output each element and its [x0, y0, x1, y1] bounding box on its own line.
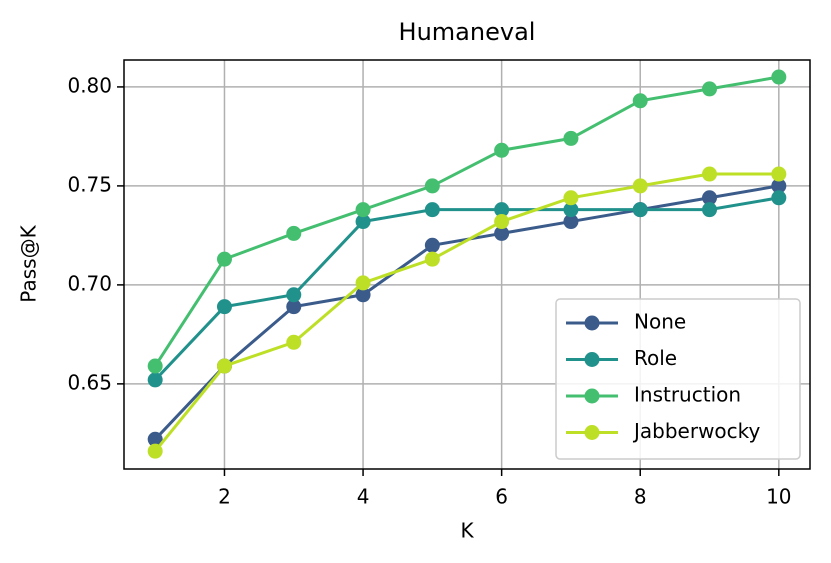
data-point — [216, 299, 232, 315]
data-point — [424, 178, 440, 194]
data-point — [702, 202, 718, 218]
data-point — [355, 202, 371, 218]
x-tick-label: 10 — [766, 485, 791, 509]
data-point — [216, 358, 232, 374]
data-point — [147, 443, 163, 459]
data-point — [147, 372, 163, 388]
data-point — [771, 69, 787, 85]
legend-marker — [584, 352, 600, 367]
legend-label: Instruction — [634, 383, 741, 407]
data-point — [216, 251, 232, 267]
data-point — [494, 142, 510, 158]
chart-title: Humaneval — [399, 18, 536, 46]
data-point — [494, 214, 510, 230]
plot-frame — [123, 59, 811, 470]
data-point — [286, 299, 302, 315]
series-line — [154, 196, 780, 381]
legend-label: None — [634, 310, 686, 334]
y-tick-label: 0.80 — [67, 73, 112, 97]
x-tick-label: 8 — [634, 485, 647, 509]
data-point — [355, 275, 371, 291]
data-point — [563, 190, 579, 206]
data-point — [147, 431, 163, 447]
series-line — [154, 172, 779, 453]
legend-marker — [584, 425, 600, 440]
data-point — [286, 334, 302, 350]
data-point — [424, 202, 440, 218]
data-point — [286, 287, 302, 303]
legend: None Role Instruction Jabberwocky — [555, 298, 801, 460]
data-point — [771, 166, 787, 182]
y-axis-label: Pass@K — [17, 224, 41, 302]
data-point — [632, 93, 648, 109]
data-point — [494, 225, 510, 241]
data-point — [494, 202, 510, 218]
y-tick-label: 0.65 — [67, 370, 112, 394]
data-point — [702, 81, 718, 97]
data-point — [702, 190, 718, 206]
data-point — [355, 214, 371, 230]
series-line — [153, 75, 780, 367]
data-point — [147, 358, 163, 374]
x-axis-label: K — [460, 519, 474, 543]
data-point — [286, 225, 302, 241]
y-tick-label: 0.70 — [67, 271, 112, 295]
data-point — [771, 190, 787, 206]
data-point — [632, 202, 648, 218]
data-point — [563, 130, 579, 146]
x-tick-label: 4 — [357, 485, 370, 509]
data-point — [702, 166, 718, 182]
legend-marker — [584, 388, 600, 404]
legend-box — [555, 298, 801, 460]
data-point — [563, 214, 579, 230]
data-point — [563, 202, 579, 218]
data-point — [424, 251, 440, 267]
legend-marker — [584, 315, 600, 331]
legend-label: Role — [634, 346, 677, 370]
y-tick-label: 0.75 — [67, 172, 112, 196]
data-point — [632, 178, 648, 194]
data-point — [355, 287, 371, 303]
legend-label: Jabberwocky — [632, 419, 761, 443]
x-tick-label: 6 — [495, 485, 508, 509]
data-point — [424, 237, 440, 253]
x-tick-label: 2 — [218, 485, 231, 509]
data-point — [771, 178, 787, 194]
